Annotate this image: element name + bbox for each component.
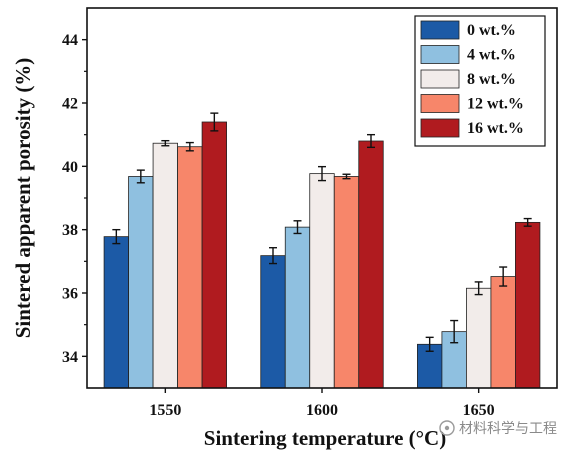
- error-bar-1550-series-2: [136, 169, 145, 184]
- bar-1600-series-5: [358, 140, 384, 389]
- y-axis-title: Sintered apparent porosity (%): [11, 58, 35, 339]
- y-tick-label-40: 40: [62, 159, 78, 176]
- legend-swatch-5: [420, 118, 460, 138]
- y-tick-label-34: 34: [62, 349, 78, 366]
- error-bar-1650-series-2: [450, 319, 459, 344]
- legend-swatch-1: [420, 20, 460, 40]
- legend-label-2: 4 wt.%: [467, 47, 516, 64]
- bar-1650-series-4: [490, 276, 516, 389]
- watermark-text: 材料科学与工程: [459, 421, 557, 437]
- y-axis-ticks: 34 36 38 40 42 44: [62, 32, 87, 366]
- bar-1600-series-3: [309, 173, 335, 389]
- error-bar-1650-series-4: [499, 266, 508, 287]
- error-bar-1600-series-5: [367, 133, 375, 149]
- x-axis-title: Sintering temperature (°C): [204, 426, 446, 450]
- y-tick-label-36: 36: [62, 286, 78, 303]
- bar-1550-series-1: [103, 236, 129, 389]
- bar-1650-series-3: [466, 287, 492, 389]
- error-bar-1550-series-4: [185, 141, 194, 152]
- error-bar-1600-series-3: [318, 165, 326, 182]
- legend-swatch-3: [420, 69, 460, 89]
- x-tick-label-1600: 1600: [306, 402, 338, 419]
- error-bar-1550-series-3: [161, 139, 170, 147]
- error-bar-1650-series-3: [474, 281, 483, 296]
- bar-1550-series-3: [152, 142, 178, 389]
- legend-item-3: 8 wt.%: [420, 69, 516, 89]
- legend-swatch-4: [420, 94, 460, 113]
- error-bar-1600-series-2: [293, 220, 302, 235]
- legend: 0 wt.% 4 wt.% 8 wt.% 12 wt.% 16 wt.%: [414, 15, 546, 147]
- error-bar-1550-series-5: [210, 112, 219, 132]
- y-tick-label-42: 42: [62, 96, 78, 113]
- x-tick-label-1550: 1550: [149, 402, 181, 419]
- legend-item-1: 0 wt.%: [420, 20, 516, 40]
- error-bar-1650-series-5: [523, 217, 532, 227]
- legend-item-2: 4 wt.%: [420, 45, 516, 64]
- legend-label-4: 12 wt.%: [467, 96, 524, 113]
- error-bars: [112, 112, 532, 352]
- legend-item-5: 16 wt.%: [420, 118, 524, 138]
- bar-1550-series-5: [201, 121, 227, 389]
- error-bar-1600-series-1: [269, 247, 277, 265]
- y-tick-label-38: 38: [62, 222, 78, 239]
- error-bar-1650-series-1: [425, 336, 434, 352]
- y-tick-label-44: 44: [62, 32, 78, 49]
- error-bar-1550-series-1: [112, 228, 121, 245]
- bar-1600-series-1: [260, 255, 286, 389]
- x-axis-ticks: 1550 1600 1650: [149, 388, 495, 419]
- bar-groups: [103, 121, 541, 389]
- bar-1550-series-2: [128, 176, 154, 389]
- bar-1600-series-4: [333, 176, 360, 389]
- legend-label-3: 8 wt.%: [467, 71, 516, 88]
- bar-1650-series-5: [515, 221, 541, 389]
- legend-item-4: 12 wt.%: [420, 94, 524, 113]
- watermark-logo-icon-dot: [444, 425, 450, 431]
- watermark: 材料科学与工程: [439, 420, 557, 437]
- bar-1600-series-2: [284, 226, 311, 389]
- legend-label-5: 16 wt.%: [467, 120, 524, 137]
- bar-1550-series-4: [177, 146, 203, 389]
- x-tick-label-1650: 1650: [463, 402, 495, 419]
- watermark-logo-icon: [439, 420, 455, 436]
- error-bar-1600-series-4: [342, 173, 351, 180]
- legend-label-1: 0 wt.%: [467, 22, 516, 39]
- legend-swatch-2: [420, 45, 460, 64]
